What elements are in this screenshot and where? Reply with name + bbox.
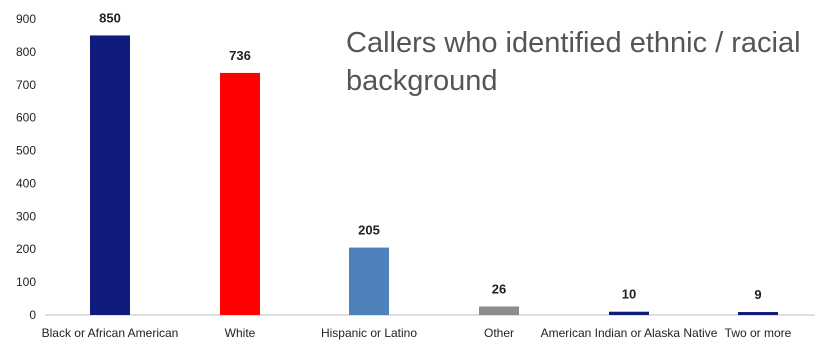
data-label: 10 [622, 287, 636, 302]
y-tick-label: 700 [16, 78, 36, 92]
y-tick-label: 0 [29, 308, 36, 322]
bar [609, 311, 649, 315]
bar [349, 247, 389, 315]
y-axis-ticks: 0 100 200 300 400 500 600 700 800 900 [16, 12, 36, 322]
data-label: 736 [229, 48, 251, 63]
data-labels: 850 736 205 26 10 9 [99, 10, 761, 302]
bar [479, 306, 519, 315]
category-label: American Indian or Alaska Native [541, 326, 718, 340]
data-label: 850 [99, 10, 121, 25]
category-label: Black or African American [42, 326, 179, 340]
category-label: Other [484, 326, 514, 340]
data-label: 26 [492, 281, 506, 296]
y-tick-label: 100 [16, 275, 36, 289]
category-label: White [225, 326, 256, 340]
chart-title: Callers who identified ethnic / racial b… [346, 27, 801, 97]
y-tick-label: 800 [16, 45, 36, 59]
data-label: 205 [358, 223, 380, 238]
category-labels: Black or African American White Hispanic o… [42, 326, 792, 340]
bars [90, 35, 778, 315]
data-label: 9 [754, 287, 761, 302]
y-tick-label: 600 [16, 111, 36, 125]
y-tick-label: 900 [16, 12, 36, 26]
category-label: Two or more [725, 326, 792, 340]
bar [220, 72, 260, 315]
bar [738, 312, 778, 315]
y-tick-label: 300 [16, 209, 36, 223]
category-label: Hispanic or Latino [321, 326, 417, 340]
y-tick-label: 500 [16, 144, 36, 158]
bar [90, 35, 130, 315]
y-tick-label: 200 [16, 242, 36, 256]
y-tick-label: 400 [16, 176, 36, 190]
